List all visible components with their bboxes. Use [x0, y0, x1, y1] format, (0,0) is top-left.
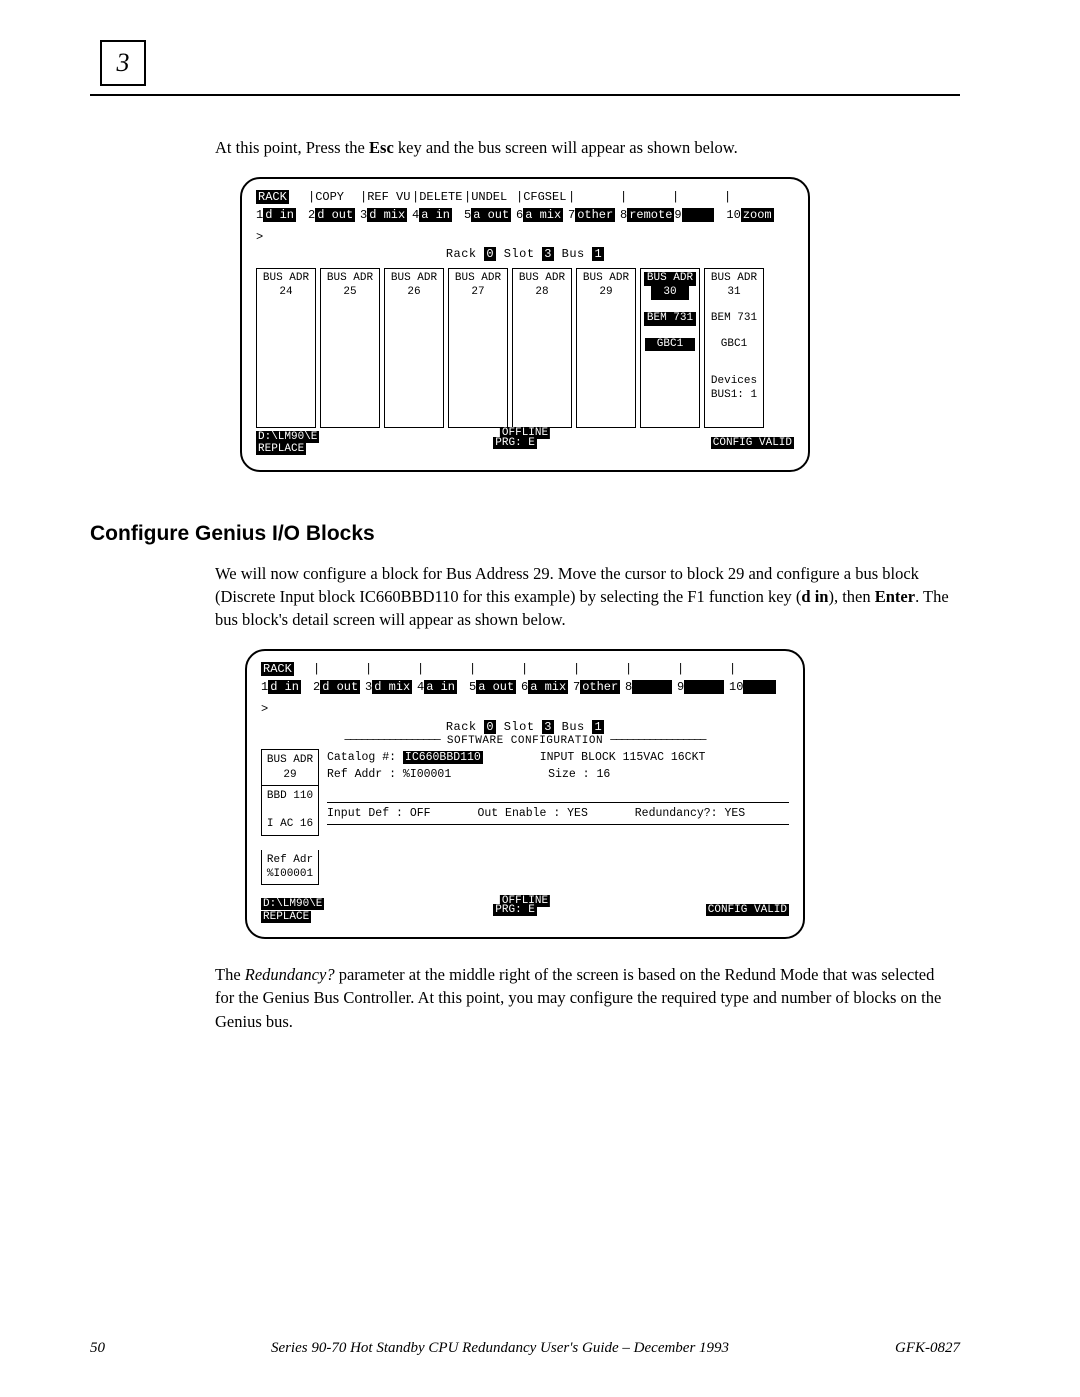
t1-col-30: BUS ADR 30 BEM 731 GBC1 — [640, 268, 700, 428]
t2-status-row: D:\LM90\E REPLACE PRG: E CONFIG VALID — [261, 898, 789, 923]
t2-catalog-line: Catalog #: IC660BBD110 INPUT BLOCK 115VA… — [327, 749, 789, 766]
footer-docid: GFK-0827 — [895, 1340, 960, 1357]
t1-fn-bot-0: 1d in — [256, 209, 308, 223]
t2-fn-bot-4: 5a out — [469, 681, 521, 695]
t1-fn-bot-row: 1d in 2d out 3d mix 4a in 5a out 6a mix … — [256, 209, 794, 223]
t1-fn-top-9: | — [724, 191, 776, 205]
t1-fn-bot-3: 4a in — [412, 209, 464, 223]
t1-fn-bot-6: 7other — [568, 209, 620, 223]
t2-status-cfg: CONFIG VALID — [706, 904, 789, 917]
t1-status-prg: PRG: E — [493, 437, 537, 450]
t2-fn-bot-1: 2d out — [313, 681, 365, 695]
terminal-2-wrap: RACK | | | | | | | | | 1d in 2d out 3d m… — [90, 649, 960, 939]
intro-text-1: At this point, Press the — [215, 138, 369, 157]
t2-left-block-2: BBD 110 I AC 16 — [261, 786, 319, 836]
t2-software-config-line: ───────────────── SOFTWARE CONFIGURATION… — [261, 735, 789, 748]
t2-fn-top-4: | — [469, 663, 521, 677]
footer-page-number: 50 — [90, 1340, 105, 1357]
t1-col-31: BUS ADR 31 BEM 731 GBC1 Devices BUS1: 1 — [704, 268, 764, 428]
t1-status-left: D:\LM90\E REPLACE — [256, 431, 319, 456]
top-rule — [90, 94, 960, 96]
t2-fn-bot-6: 7other — [573, 681, 625, 695]
t1-fn-bot-9: 10zoom — [726, 209, 778, 223]
t1-fn-top-0: RACK — [256, 191, 308, 205]
t2-status-prg: PRG: E — [493, 904, 537, 917]
t1-fn-top-7: | — [620, 191, 672, 205]
t1-bus-grid: BUS ADR24 BUS ADR25 BUS ADR26 BUS ADR27 … — [256, 268, 794, 428]
t1-fn-top-2: |REF VU — [360, 191, 412, 205]
t2-left-block-1: BUS ADR 29 — [261, 749, 319, 786]
t1-col-29: BUS ADR29 — [576, 268, 636, 428]
t1-col-24: BUS ADR24 — [256, 268, 316, 428]
t2-left-column: BUS ADR 29 BBD 110 I AC 16 Ref Adr %I000… — [261, 749, 319, 885]
t2-main-area: Catalog #: IC660BBD110 INPUT BLOCK 115VA… — [327, 749, 789, 825]
t2-rack-line: Rack 0 Slot 3 Bus 1 — [261, 721, 789, 735]
t1-col-26: BUS ADR26 — [384, 268, 444, 428]
t1-fn-top-8: | — [672, 191, 724, 205]
t2-prompt: > — [261, 703, 789, 717]
body-paragraph-2: The Redundancy? parameter at the middle … — [215, 963, 955, 1032]
t2-fn-bot-3: 4a in — [417, 681, 469, 695]
terminal-1-wrap: RACK |COPY |REF VU |DELETE |UNDEL |CFGSE… — [90, 177, 960, 472]
section-heading: Configure Genius I/O Blocks — [90, 522, 960, 546]
t1-status-cfg: CONFIG VALID — [711, 437, 794, 450]
t2-fn-bot-8: 9 — [677, 681, 729, 695]
page-footer: 50 Series 90-70 Hot Standby CPU Redundan… — [90, 1340, 960, 1357]
t2-fn-top-row: RACK | | | | | | | | | — [261, 663, 789, 677]
t1-fn-top-6: | — [568, 191, 620, 205]
t2-fn-top-9: | — [729, 663, 781, 677]
terminal-1: RACK |COPY |REF VU |DELETE |UNDEL |CFGSE… — [240, 177, 810, 472]
esc-key: Esc — [369, 138, 394, 157]
t2-status-left: D:\LM90\E REPLACE — [261, 898, 324, 923]
t1-fn-bot-1: 2d out — [308, 209, 360, 223]
t1-fn-top-4: |UNDEL — [464, 191, 516, 205]
t1-fn-top-row: RACK |COPY |REF VU |DELETE |UNDEL |CFGSE… — [256, 191, 794, 205]
chapter-number: 3 — [100, 40, 146, 86]
t1-fn-top-3: |DELETE — [412, 191, 464, 205]
t2-fn-top-3: | — [417, 663, 469, 677]
t2-fn-top-5: | — [521, 663, 573, 677]
t2-fn-top-6: | — [573, 663, 625, 677]
t1-fn-bot-5: 6a mix — [516, 209, 568, 223]
t1-fn-bot-4: 5a out — [464, 209, 516, 223]
footer-title: Series 90-70 Hot Standby CPU Redundancy … — [105, 1340, 895, 1357]
t2-refaddr-line: Ref Addr : %I00001 Size : 16 — [327, 766, 789, 783]
t2-fn-top-1: | — [313, 663, 365, 677]
t2-params-line: Input Def : OFF Out Enable : YES Redunda… — [327, 802, 789, 825]
t1-status-row: D:\LM90\E REPLACE PRG: E CONFIG VALID — [256, 431, 794, 456]
t1-prompt: > — [256, 231, 794, 245]
intro-text-2: key and the bus screen will appear as sh… — [394, 138, 738, 157]
t1-fn-bot-2: 3d mix — [360, 209, 412, 223]
t1-fn-bot-8: 9 — [674, 209, 726, 223]
t1-fn-top-5: |CFGSEL — [516, 191, 568, 205]
t1-rack-line: Rack 0 Slot 3 Bus 1 — [256, 248, 794, 262]
terminal-2: RACK | | | | | | | | | 1d in 2d out 3d m… — [245, 649, 805, 939]
t2-fn-top-0: RACK — [261, 663, 313, 677]
t2-fn-bot-0: 1d in — [261, 681, 313, 695]
t2-fn-top-2: | — [365, 663, 417, 677]
chapter-number-text: 3 — [117, 48, 130, 78]
t1-col-27: BUS ADR27 — [448, 268, 508, 428]
t2-fn-top-7: | — [625, 663, 677, 677]
t2-main-row: BUS ADR 29 BBD 110 I AC 16 Ref Adr %I000… — [261, 749, 789, 885]
t2-fn-bot-7: 8 — [625, 681, 677, 695]
t2-left-block-3: Ref Adr %I00001 — [261, 850, 319, 886]
t1-col-25: BUS ADR25 — [320, 268, 380, 428]
intro-paragraph: At this point, Press the Esc key and the… — [215, 136, 955, 159]
t2-fn-bot-row: 1d in 2d out 3d mix 4a in 5a out 6a mix … — [261, 681, 789, 695]
t2-fn-top-8: | — [677, 663, 729, 677]
t1-fn-bot-7: 8remote — [620, 209, 674, 223]
t2-fn-bot-9: 10 — [729, 681, 781, 695]
t1-col-28: BUS ADR28 — [512, 268, 572, 428]
t2-fn-bot-2: 3d mix — [365, 681, 417, 695]
body-paragraph-1: We will now configure a block for Bus Ad… — [215, 562, 955, 631]
t2-fn-bot-5: 6a mix — [521, 681, 573, 695]
t1-fn-top-1: |COPY — [308, 191, 360, 205]
